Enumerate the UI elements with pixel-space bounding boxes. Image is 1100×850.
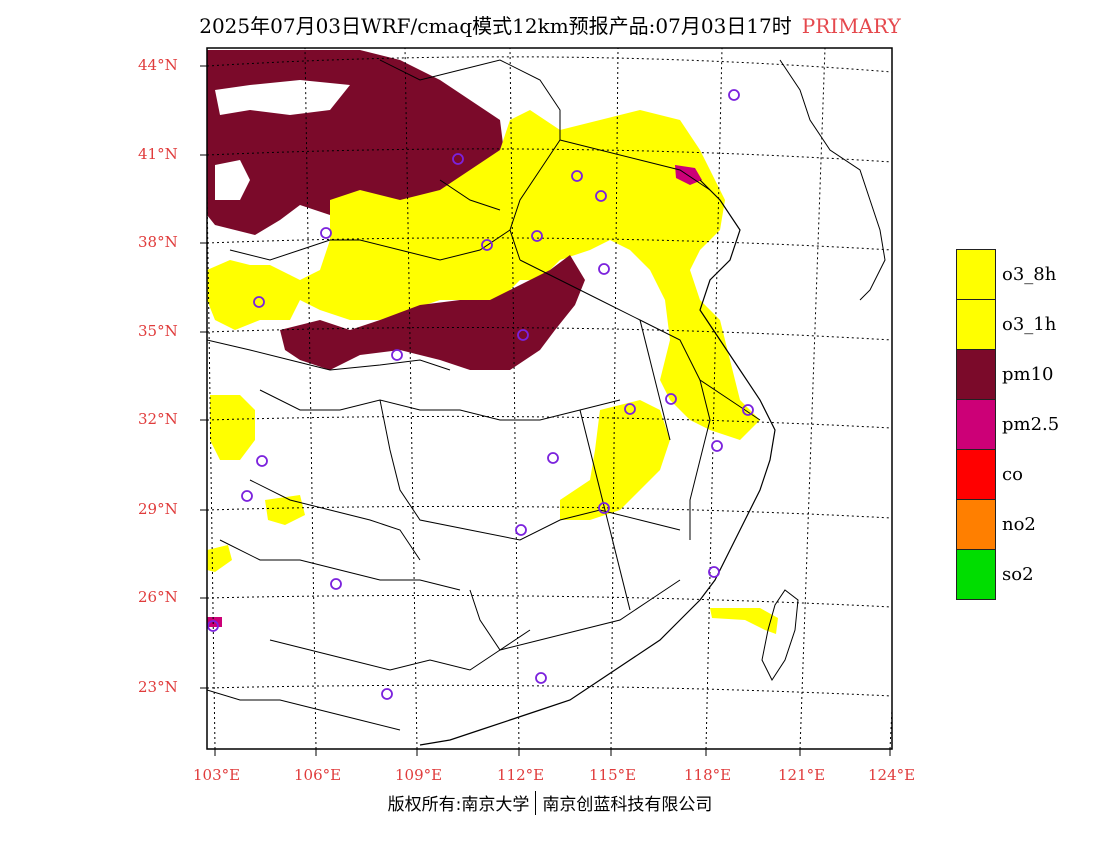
legend-swatch (956, 499, 996, 550)
pollutant-legend: o3_8h o3_1h pm10 pm2.5 co no2 so2 (956, 249, 1100, 600)
legend-item-co: co (956, 449, 1100, 500)
footer-left: 版权所有:南京大学 (387, 795, 530, 815)
lon-label-121: 121°E (778, 766, 826, 784)
legend-label: so2 (1002, 564, 1034, 585)
legend-swatch (956, 399, 996, 450)
axis-ticks (200, 65, 891, 756)
station-circles (207, 89, 754, 700)
lon-label-103: 103°E (193, 766, 241, 784)
lon-label-124: 124°E (868, 766, 916, 784)
pm10-region-hole (215, 80, 350, 115)
legend-swatch (956, 249, 996, 300)
o3-region-jiangxi (560, 400, 670, 520)
legend-label: pm10 (1002, 364, 1054, 385)
lat-label-35: 35°N (138, 322, 178, 340)
legend-label: o3_8h (1002, 264, 1057, 285)
coastline (419, 179, 776, 746)
legend-swatch (956, 449, 996, 500)
legend-item-pm10: pm10 (956, 349, 1100, 400)
legend-swatch (956, 349, 996, 400)
pm10-region-hole-2 (215, 160, 250, 200)
legend-item-so2: so2 (956, 549, 1100, 600)
province-boundaries (207, 59, 761, 731)
grid-lines (207, 48, 892, 749)
legend-label: pm2.5 (1002, 414, 1060, 435)
o3-region-sichuan (210, 395, 255, 460)
copyright-footer: 版权所有:南京大学 南京创蓝科技有限公司 (0, 790, 1100, 815)
korea-coast (779, 59, 886, 301)
legend-swatch (956, 299, 996, 350)
lat-label-23: 23°N (138, 678, 178, 696)
legend-swatch (956, 549, 996, 600)
taiwan (761, 589, 799, 682)
lat-label-41: 41°N (138, 145, 178, 163)
legend-label: no2 (1002, 514, 1036, 535)
title-main: 2025年07月03日WRF/cmaq模式12km预报产品:07月03日17时 (199, 14, 792, 38)
lat-label-32: 32°N (138, 410, 178, 428)
legend-item-o3-1h: o3_1h (956, 299, 1100, 350)
legend-item-pm25: pm2.5 (956, 399, 1100, 450)
o3-region-guizhou (265, 495, 305, 525)
map-title: 2025年07月03日WRF/cmaq模式12km预报产品:07月03日17时 P… (0, 10, 1100, 39)
lat-label-44: 44°N (138, 56, 178, 74)
legend-item-no2: no2 (956, 499, 1100, 550)
lon-label-106: 106°E (294, 766, 342, 784)
legend-item-o3-8h: o3_8h (956, 249, 1100, 300)
legend-label: co (1002, 464, 1023, 485)
footer-right: 南京创蓝科技有限公司 (542, 795, 713, 815)
o3-region-north (210, 110, 760, 440)
lon-label-112: 112°E (497, 766, 545, 784)
lat-label-29: 29°N (138, 500, 178, 518)
lon-label-118: 118°E (684, 766, 732, 784)
map-content (207, 48, 892, 749)
legend-label: o3_1h (1002, 314, 1057, 335)
o3-region-west (207, 260, 300, 330)
pm10-region-central (280, 255, 585, 370)
lon-label-115: 115°E (589, 766, 637, 784)
o3-region-yunnan (207, 545, 232, 572)
map-frame (206, 47, 893, 750)
lat-label-26: 26°N (138, 588, 178, 606)
footer-separator (535, 791, 537, 815)
lat-label-38: 38°N (138, 233, 178, 251)
lon-label-109: 109°E (395, 766, 443, 784)
o3-region-taiwan-strait (710, 608, 778, 634)
title-tag: PRIMARY (801, 14, 901, 38)
